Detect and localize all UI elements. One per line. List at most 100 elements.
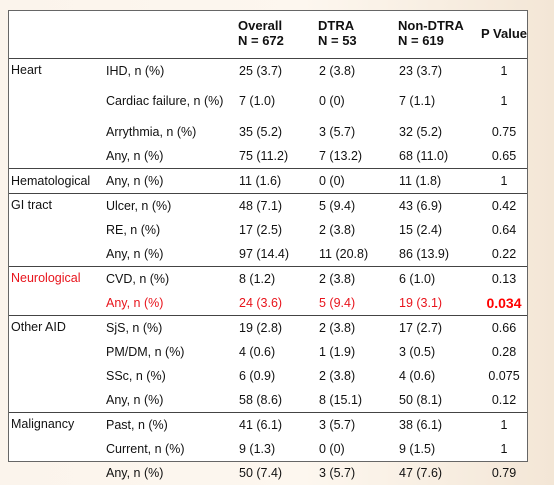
p-value: 0.42 bbox=[480, 194, 528, 219]
category-gi-tract: GI tract bbox=[8, 194, 103, 267]
dtra-value: 7 (13.2) bbox=[316, 144, 396, 169]
item-label: RE, n (%) bbox=[103, 218, 236, 242]
item-label: CVD, n (%) bbox=[103, 267, 236, 292]
table-row: Other AID SjS, n (%) 19 (2.8) 2 (3.8) 17… bbox=[8, 316, 528, 341]
nondtra-value: 9 (1.5) bbox=[396, 437, 480, 461]
header-item bbox=[103, 10, 236, 59]
nondtra-value: 17 (2.7) bbox=[396, 316, 480, 341]
item-label: Any, n (%) bbox=[103, 242, 236, 267]
comorbidity-table: Overall N = 672 DTRA N = 53 Non-DTRA N =… bbox=[8, 10, 528, 485]
p-value: 0.13 bbox=[480, 267, 528, 292]
dtra-value: 0 (0) bbox=[316, 169, 396, 194]
p-value: 0.66 bbox=[480, 316, 528, 341]
p-value: 1 bbox=[480, 413, 528, 438]
category-other-aid: Other AID bbox=[8, 316, 103, 413]
p-value: 1 bbox=[480, 437, 528, 461]
dtra-value: 2 (3.8) bbox=[316, 364, 396, 388]
nondtra-value: 4 (0.6) bbox=[396, 364, 480, 388]
dtra-value: 0 (0) bbox=[316, 437, 396, 461]
category-malignancy: Malignancy bbox=[8, 413, 103, 485]
item-label: Cardiac failure, n (%) bbox=[103, 83, 236, 120]
overall-value: 97 (14.4) bbox=[236, 242, 316, 267]
dtra-value: 3 (5.7) bbox=[316, 120, 396, 144]
dtra-value: 2 (3.8) bbox=[316, 218, 396, 242]
category-neurological: Neurological bbox=[8, 267, 103, 316]
item-label: SjS, n (%) bbox=[103, 316, 236, 341]
dtra-value: 2 (3.8) bbox=[316, 59, 396, 84]
dtra-value: 1 (1.9) bbox=[316, 340, 396, 364]
p-value: 0.79 bbox=[480, 461, 528, 485]
overall-value: 8 (1.2) bbox=[236, 267, 316, 292]
p-value: 1 bbox=[480, 59, 528, 84]
item-label: Ulcer, n (%) bbox=[103, 194, 236, 219]
overall-value: 58 (8.6) bbox=[236, 388, 316, 413]
nondtra-value: 32 (5.2) bbox=[396, 120, 480, 144]
overall-value: 11 (1.6) bbox=[236, 169, 316, 194]
category-heart: Heart bbox=[8, 59, 103, 169]
nondtra-value: 50 (8.1) bbox=[396, 388, 480, 413]
dtra-value: 2 (3.8) bbox=[316, 267, 396, 292]
overall-value: 48 (7.1) bbox=[236, 194, 316, 219]
comorbidity-table-sheet: Overall N = 672 DTRA N = 53 Non-DTRA N =… bbox=[8, 10, 528, 462]
item-label: PM/DM, n (%) bbox=[103, 340, 236, 364]
p-value: 0.075 bbox=[480, 364, 528, 388]
overall-value: 50 (7.4) bbox=[236, 461, 316, 485]
header-overall: Overall N = 672 bbox=[236, 10, 316, 59]
overall-value: 17 (2.5) bbox=[236, 218, 316, 242]
overall-value: 25 (3.7) bbox=[236, 59, 316, 84]
nondtra-value: 3 (0.5) bbox=[396, 340, 480, 364]
dtra-value: 2 (3.8) bbox=[316, 316, 396, 341]
dtra-value: 5 (9.4) bbox=[316, 291, 396, 316]
item-label: Any, n (%) bbox=[103, 169, 236, 194]
nondtra-value: 6 (1.0) bbox=[396, 267, 480, 292]
nondtra-value: 11 (1.8) bbox=[396, 169, 480, 194]
item-label: Any, n (%) bbox=[103, 461, 236, 485]
item-label: IHD, n (%) bbox=[103, 59, 236, 84]
item-label: SSc, n (%) bbox=[103, 364, 236, 388]
item-label: Arrythmia, n (%) bbox=[103, 120, 236, 144]
nondtra-value: 19 (3.1) bbox=[396, 291, 480, 316]
p-value: 0.64 bbox=[480, 218, 528, 242]
table-row: Malignancy Past, n (%) 41 (6.1) 3 (5.7) … bbox=[8, 413, 528, 438]
overall-value: 35 (5.2) bbox=[236, 120, 316, 144]
p-value: 1 bbox=[480, 169, 528, 194]
nondtra-value: 38 (6.1) bbox=[396, 413, 480, 438]
overall-value: 7 (1.0) bbox=[236, 83, 316, 120]
header-nondtra: Non-DTRA N = 619 bbox=[396, 10, 480, 59]
nondtra-value: 47 (7.6) bbox=[396, 461, 480, 485]
nondtra-value: 7 (1.1) bbox=[396, 83, 480, 120]
dtra-value: 3 (5.7) bbox=[316, 413, 396, 438]
overall-value: 9 (1.3) bbox=[236, 437, 316, 461]
item-label: Any, n (%) bbox=[103, 388, 236, 413]
p-value-significant: 0.034 bbox=[480, 291, 528, 316]
table-row: Hematological Any, n (%) 11 (1.6) 0 (0) … bbox=[8, 169, 528, 194]
category-hematological: Hematological bbox=[8, 169, 103, 194]
header-dtra: DTRA N = 53 bbox=[316, 10, 396, 59]
item-label: Current, n (%) bbox=[103, 437, 236, 461]
p-value: 1 bbox=[480, 83, 528, 120]
header-row: Overall N = 672 DTRA N = 53 Non-DTRA N =… bbox=[8, 10, 528, 59]
dtra-value: 11 (20.8) bbox=[316, 242, 396, 267]
dtra-value: 0 (0) bbox=[316, 83, 396, 120]
header-pvalue: P Value bbox=[480, 10, 528, 59]
p-value: 0.65 bbox=[480, 144, 528, 169]
dtra-value: 5 (9.4) bbox=[316, 194, 396, 219]
nondtra-value: 15 (2.4) bbox=[396, 218, 480, 242]
item-label: Any, n (%) bbox=[103, 291, 236, 316]
overall-value: 19 (2.8) bbox=[236, 316, 316, 341]
p-value: 0.75 bbox=[480, 120, 528, 144]
p-value: 0.12 bbox=[480, 388, 528, 413]
overall-value: 24 (3.6) bbox=[236, 291, 316, 316]
nondtra-value: 23 (3.7) bbox=[396, 59, 480, 84]
table-row: GI tract Ulcer, n (%) 48 (7.1) 5 (9.4) 4… bbox=[8, 194, 528, 219]
overall-value: 41 (6.1) bbox=[236, 413, 316, 438]
table-row: Heart IHD, n (%) 25 (3.7) 2 (3.8) 23 (3.… bbox=[8, 59, 528, 84]
overall-value: 4 (0.6) bbox=[236, 340, 316, 364]
header-category bbox=[8, 10, 103, 59]
p-value: 0.28 bbox=[480, 340, 528, 364]
nondtra-value: 86 (13.9) bbox=[396, 242, 480, 267]
table-row: Neurological CVD, n (%) 8 (1.2) 2 (3.8) … bbox=[8, 267, 528, 292]
dtra-value: 3 (5.7) bbox=[316, 461, 396, 485]
item-label: Any, n (%) bbox=[103, 144, 236, 169]
nondtra-value: 43 (6.9) bbox=[396, 194, 480, 219]
